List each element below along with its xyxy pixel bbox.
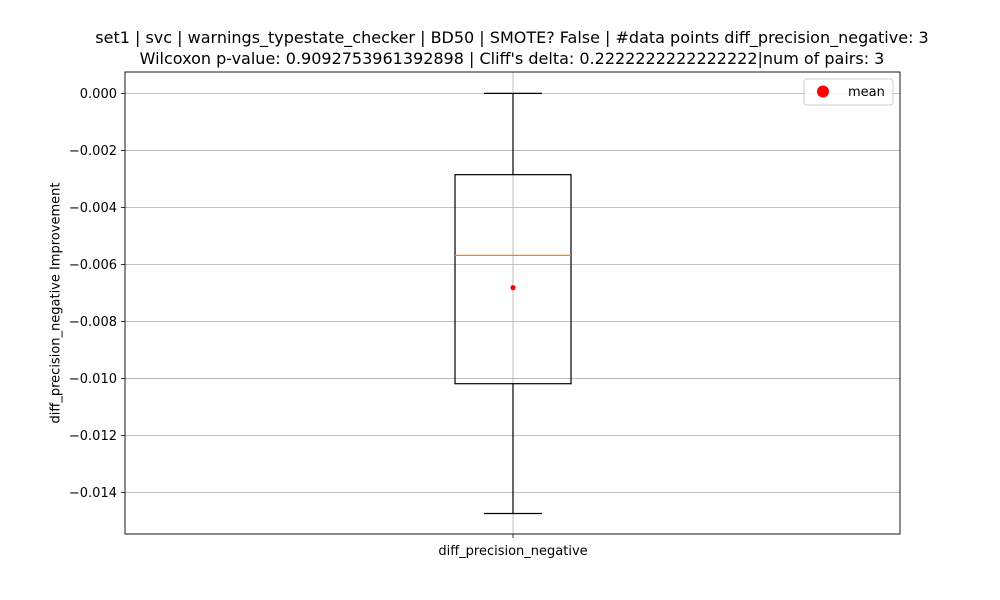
y-axis-label: diff_precision_negative Improvement	[49, 183, 64, 424]
y-tick-label: −0.002	[69, 144, 117, 159]
y-axis-ticks: 0.000 −0.002 −0.004 −0.006 −0.008 −0.010 −0.01…	[69, 87, 125, 501]
plot-area-border	[124, 71, 901, 535]
legend: mean	[803, 78, 894, 106]
mean-point	[510, 285, 516, 291]
grid-lines	[125, 72, 900, 534]
legend-box	[803, 78, 894, 106]
x-tick-label: diff_precision_negative	[438, 544, 587, 559]
y-tick-label: −0.006	[69, 258, 117, 273]
chart-title-line-1: set1 | svc | warnings_typestate_checker …	[95, 28, 928, 48]
y-tick-label: −0.008	[69, 315, 117, 330]
legend-mean-marker	[817, 85, 829, 98]
x-axis-ticks: diff_precision_negative	[438, 534, 588, 559]
interquartile-box	[454, 174, 572, 385]
chart-title-line-2: Wilcoxon p-value: 0.9092753961392898 | C…	[140, 49, 885, 68]
y-tick-label: −0.014	[69, 486, 117, 501]
y-tick-label: 0.000	[80, 87, 117, 102]
box-plot	[454, 92, 572, 515]
plot-frame	[124, 71, 901, 535]
y-tick-label: −0.004	[69, 201, 117, 216]
y-tick-label: −0.010	[69, 372, 117, 387]
legend-mean-label: mean	[848, 85, 885, 100]
y-tick-label: −0.012	[69, 429, 117, 444]
